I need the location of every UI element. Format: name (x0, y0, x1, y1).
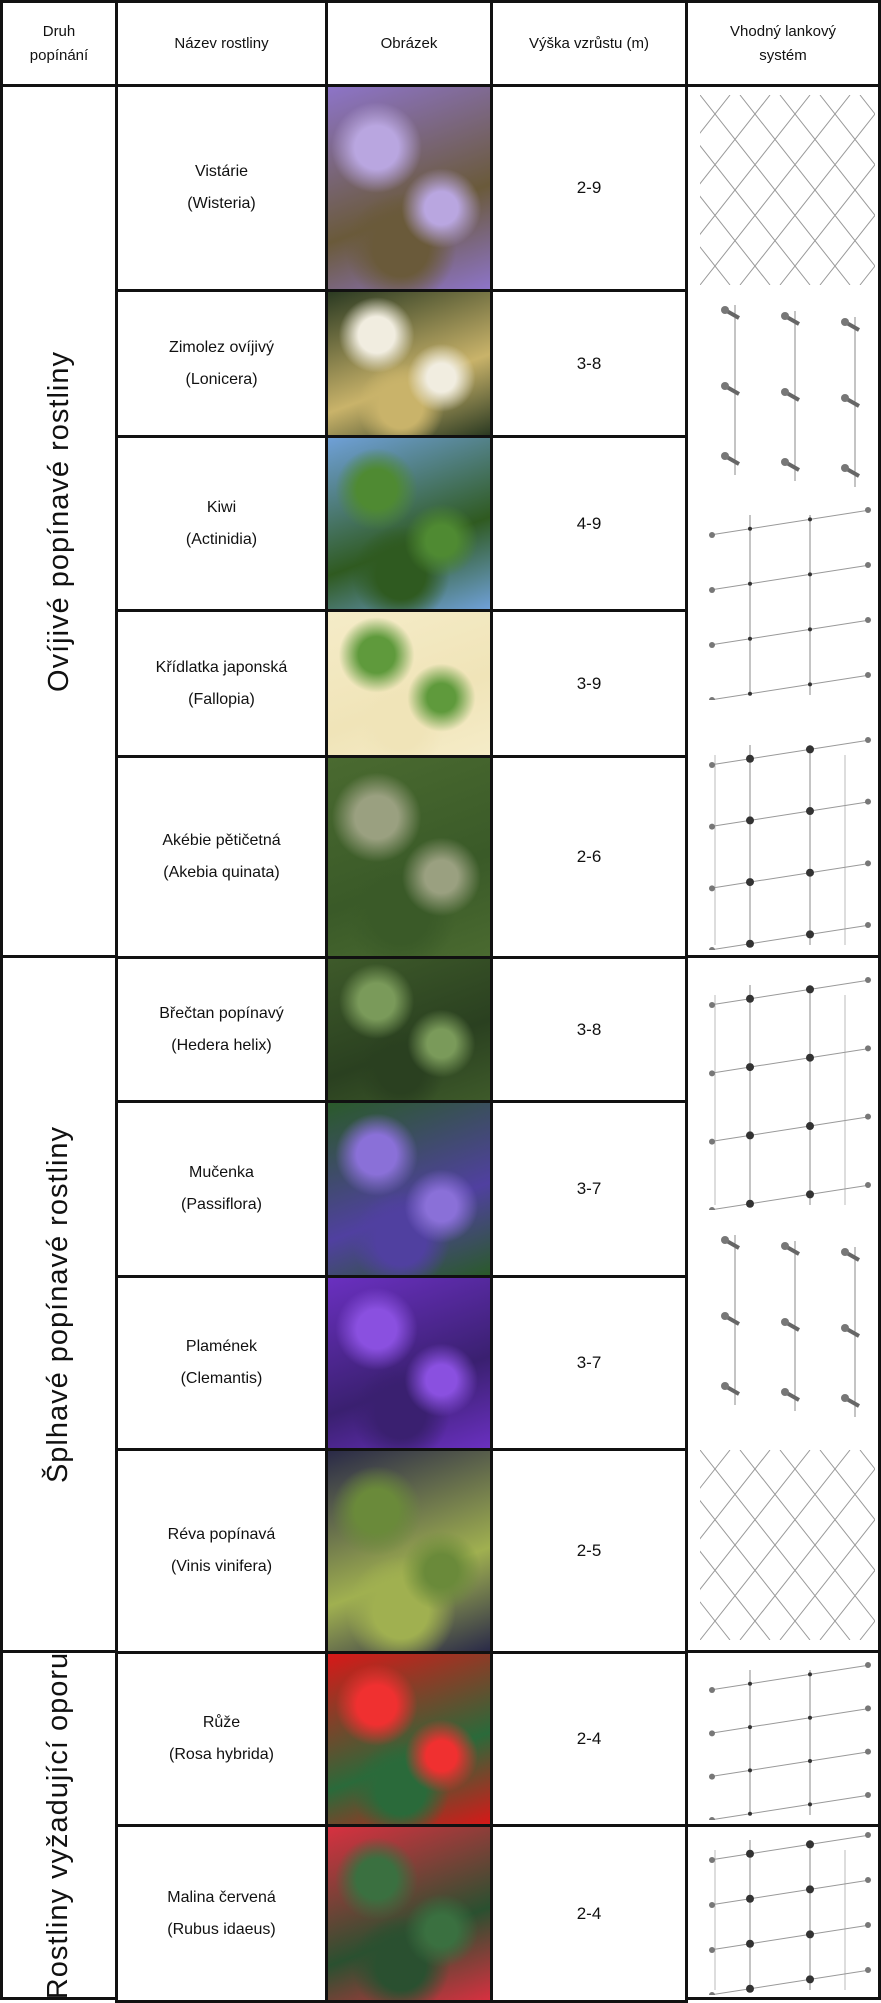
height-cell: 3-8 (490, 289, 688, 438)
height-value: 3-7 (576, 1179, 602, 1198)
plant-latin-name: (Rubus idaeus) (167, 1920, 276, 1938)
cable-system-vertical-rods (721, 305, 860, 487)
plant-name-cell: Břečtan popínavý (Hedera helix) (115, 956, 328, 1103)
plant-latin-name: (Fallopia) (188, 690, 255, 708)
header-image: Obrázek (325, 0, 493, 87)
height-value: 4-9 (576, 513, 602, 533)
height-cell: 3-7 (490, 1100, 688, 1278)
cable-system-grid-rods-dots (709, 977, 871, 1210)
plant-name-cell: Zimolez ovíjivý (Lonicera) (115, 289, 328, 438)
plant-name: Zimolez ovíjivý (169, 338, 274, 356)
plant-latin-name: (Hedera helix) (171, 1036, 272, 1054)
clematis-photo (325, 1275, 493, 1451)
plant-latin-name: (Actinidia) (185, 530, 258, 548)
plant-latin-name: (Wisteria) (187, 195, 256, 212)
header-height-label: Výška vzrůstu (m) (528, 34, 649, 52)
header-type: Druh popínání (0, 0, 118, 87)
cable-system-grid-rods (709, 507, 871, 700)
height-value: 2-6 (576, 847, 602, 866)
cable-system-grid-rods-dots (709, 737, 871, 950)
height-value: 3-7 (576, 1353, 602, 1372)
cable-system-grid-rods (709, 1662, 871, 1820)
height-cell: 2-4 (490, 1824, 688, 2003)
group-climbing: Šplhavé popínavé rostliny (0, 955, 118, 1653)
height-value: 2-9 (576, 178, 602, 197)
plant-name: Akébie pětičetná (162, 832, 281, 849)
plant-name: Malina červená (167, 1888, 276, 1906)
plant-latin-name: (Passiflora) (181, 1196, 262, 1213)
height-cell: 2-5 (490, 1448, 688, 1654)
rose-photo (325, 1651, 493, 1827)
raspberry-photo (325, 1824, 493, 2003)
group-label: Ovíjivé popínavé rostliny (42, 350, 75, 692)
plant-name: Plamének (185, 1338, 258, 1355)
plant-name: Růže (202, 1714, 241, 1731)
header-image-label: Obrázek (380, 34, 438, 52)
plant-name-cell: Kiwi (Actinidia) (115, 435, 328, 612)
plant-latin-name: (Akebia quinata) (163, 864, 280, 881)
header-height: Výška vzrůstu (m) (490, 0, 688, 87)
height-value: 3-8 (576, 353, 602, 373)
plant-name-cell: Akébie pětičetná (Akebia quinata) (115, 755, 328, 959)
plant-name: Břečtan popínavý (159, 1004, 284, 1022)
plant-name-cell: Mučenka (Passiflora) (115, 1100, 328, 1278)
plant-latin-name: (Lonicera) (185, 370, 258, 388)
plant-latin-name: (Rosa hybrida) (169, 1746, 274, 1763)
height-cell: 2-4 (490, 1651, 688, 1827)
plant-name-cell: Réva popínavá (Vinis vinifera) (115, 1448, 328, 1654)
header-name: Název rostliny (115, 0, 328, 87)
header-type-label: Druh popínání (29, 22, 89, 64)
height-value: 3-8 (576, 1019, 602, 1039)
cable-system-diagonal-mesh (700, 95, 875, 285)
plant-name-cell: Vistárie (Wisteria) (115, 84, 328, 292)
plant-name: Mučenka (189, 1164, 254, 1181)
ivy-photo (325, 956, 493, 1103)
height-cell: 3-8 (490, 956, 688, 1103)
group-label: Šplhavé popínavé rostliny (42, 1125, 75, 1483)
group-support: Rostliny vyžadující oporu (0, 1650, 118, 2000)
group-label: Rostliny vyžadující oporu (42, 1651, 75, 1999)
plant-name: Vistárie (194, 163, 249, 180)
plant-name-cell: Plamének (Clemantis) (115, 1275, 328, 1451)
height-value: 3-9 (576, 673, 602, 693)
height-cell: 3-7 (490, 1275, 688, 1451)
height-value: 2-5 (576, 1541, 602, 1560)
plant-latin-name: (Vinis vinifera) (170, 1558, 273, 1575)
height-cell: 2-9 (490, 84, 688, 292)
fallopia-illustration (325, 609, 493, 758)
height-cell: 2-6 (490, 755, 688, 959)
height-value: 2-4 (576, 1729, 602, 1748)
cable-system-diagonal-mesh (700, 1450, 875, 1640)
height-cell: 4-9 (490, 435, 688, 612)
system-cell-group1 (685, 84, 881, 958)
cable-system-vertical-rods (721, 1235, 860, 1417)
cable-system-grid-rods-dots (709, 1832, 871, 1995)
passiflora-photo (325, 1100, 493, 1278)
honeysuckle-photo (325, 289, 493, 438)
header-name-label: Název rostliny (174, 34, 269, 52)
header-system: Vhodný lankový systém (685, 0, 881, 87)
header-system-label: Vhodný lankový systém (730, 22, 836, 64)
plant-latin-name: (Clemantis) (180, 1370, 263, 1387)
height-value: 2-4 (576, 1903, 602, 1923)
kiwi-photo (325, 435, 493, 612)
akebia-photo (325, 755, 493, 959)
plant-name: Kiwi (206, 498, 237, 516)
plant-name: Réva popínavá (167, 1526, 276, 1543)
plant-name-cell: Růže (Rosa hybrida) (115, 1651, 328, 1827)
group-twining: Ovíjivé popínavé rostliny (0, 84, 118, 958)
plant-name: Křídlatka japonská (155, 658, 288, 676)
grapes-photo (325, 1448, 493, 1654)
height-cell: 3-9 (490, 609, 688, 758)
plant-name-cell: Křídlatka japonská (Fallopia) (115, 609, 328, 758)
wisteria-photo (325, 84, 493, 292)
plant-name-cell: Malina červená (Rubus idaeus) (115, 1824, 328, 2003)
system-cell-raspberry (685, 1824, 881, 2000)
